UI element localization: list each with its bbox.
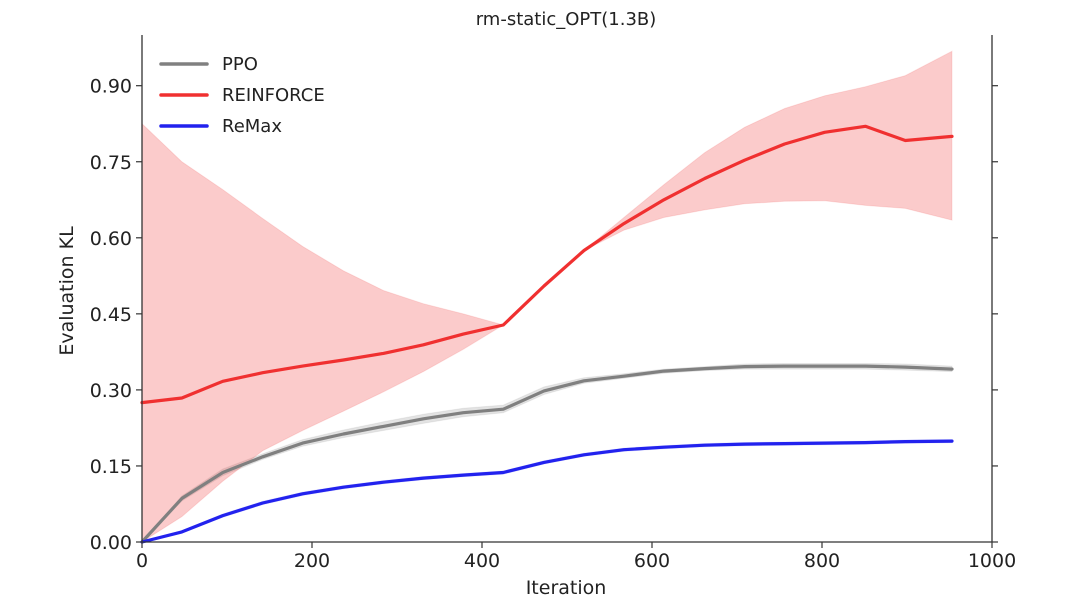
y-tick-label: 0.75: [90, 152, 132, 174]
y-tick-label: 0.00: [90, 532, 132, 554]
line-reinforce: [140, 124, 954, 405]
x-tick-label: 600: [634, 550, 670, 572]
y-tick-label: 0.60: [90, 228, 132, 250]
x-axis-label: Iteration: [526, 577, 607, 599]
y-tick-label: 0.30: [90, 380, 132, 402]
line-ppo: [140, 364, 954, 544]
series-lines: [140, 124, 954, 544]
y-tick-label: 0.15: [90, 456, 132, 478]
y-tick-label: 0.90: [90, 76, 132, 98]
x-tick-label: 800: [804, 550, 840, 572]
band-reinforce: [141, 50, 953, 543]
x-tick-label: 400: [464, 550, 500, 572]
chart-title: rm-static_OPT(1.3B): [476, 9, 657, 30]
legend-label-ppo: PPO: [222, 54, 258, 75]
legend-label-reinforce: REINFORCE: [222, 85, 325, 106]
x-tick-label: 0: [136, 550, 148, 572]
y-tick-label: 0.45: [90, 304, 132, 326]
legend-label-remax: ReMax: [222, 116, 282, 137]
axes: [141, 35, 993, 543]
x-tick-label: 200: [294, 550, 330, 572]
legend: PPO REINFORCE ReMax: [159, 54, 325, 137]
line-remax: [140, 439, 954, 544]
y-axis-label: Evaluation KL: [56, 226, 78, 356]
ticks: 0.00 0.15 0.30 0.45 0.60 0.75 0.90 0 200 400 600 80…: [90, 76, 1016, 572]
x-tick-label: 1000: [968, 550, 1016, 572]
